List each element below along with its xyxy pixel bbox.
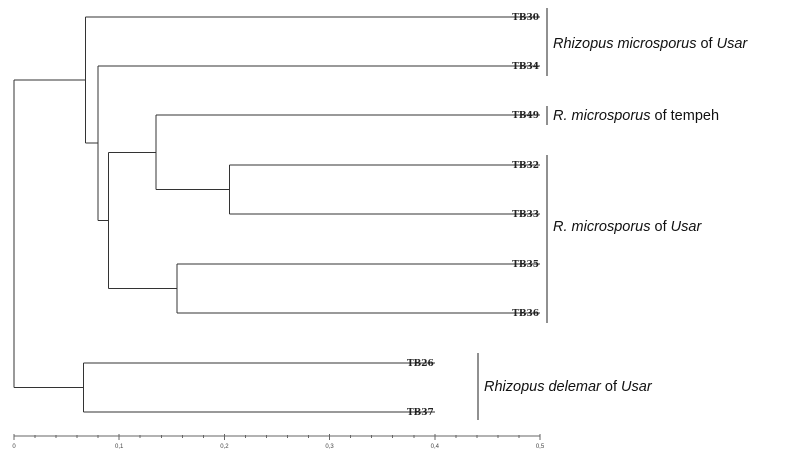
leaf-label-tb33: TB33 [512, 210, 539, 220]
group-brackets [477, 8, 548, 420]
group-of: of [651, 108, 671, 124]
leaf-label-tb37: TB37 [407, 408, 434, 418]
group-label-2: R. microsporus of tempeh [553, 108, 719, 124]
group-place: tempeh [671, 108, 719, 124]
leaf-label-tb36: TB36 [512, 309, 539, 319]
group-label-3: R. microsporus of Usar [553, 219, 702, 235]
group-place: Usar [621, 379, 653, 395]
group-species: R. microsporus [553, 108, 651, 124]
leaf-label-tb32: TB32 [512, 161, 539, 171]
group-of: of [651, 219, 671, 235]
group-species: Rhizopus microsporus [553, 36, 696, 52]
axis-tick-label: 0,4 [431, 444, 440, 450]
leaf-label-tb34: TB34 [512, 62, 539, 72]
group-of: of [601, 379, 621, 395]
axis-tick-label: 0,1 [115, 444, 124, 450]
tree-branches [13, 16, 540, 413]
leaf-label-tb35: TB35 [512, 260, 539, 270]
group-label-4: Rhizopus delemar of Usar [484, 379, 653, 395]
axis-tick-label: 0,2 [220, 444, 229, 450]
group-label-1: Rhizopus microsporus of Usar [553, 36, 748, 52]
group-place: Usar [671, 219, 703, 235]
group-species: Rhizopus delemar [484, 379, 602, 395]
axis-tick-label: 0 [12, 444, 16, 450]
group-species: R. microsporus [553, 219, 651, 235]
leaf-labels: TB30 TB34 TB49 TB32 TB33 TB35 TB36 TB26 TB37 [407, 13, 539, 418]
leaf-label-tb49: TB49 [512, 111, 539, 121]
group-place: Usar [717, 36, 749, 52]
axis-tick-label: 0,5 [536, 444, 545, 450]
distance-axis: 0 0,1 0,2 0,3 0,4 0,5 [12, 434, 545, 450]
group-of: of [696, 36, 716, 52]
axis-tick-label: 0,3 [325, 444, 334, 450]
leaf-label-tb30: TB30 [512, 13, 539, 23]
leaf-label-tb26: TB26 [407, 359, 434, 369]
